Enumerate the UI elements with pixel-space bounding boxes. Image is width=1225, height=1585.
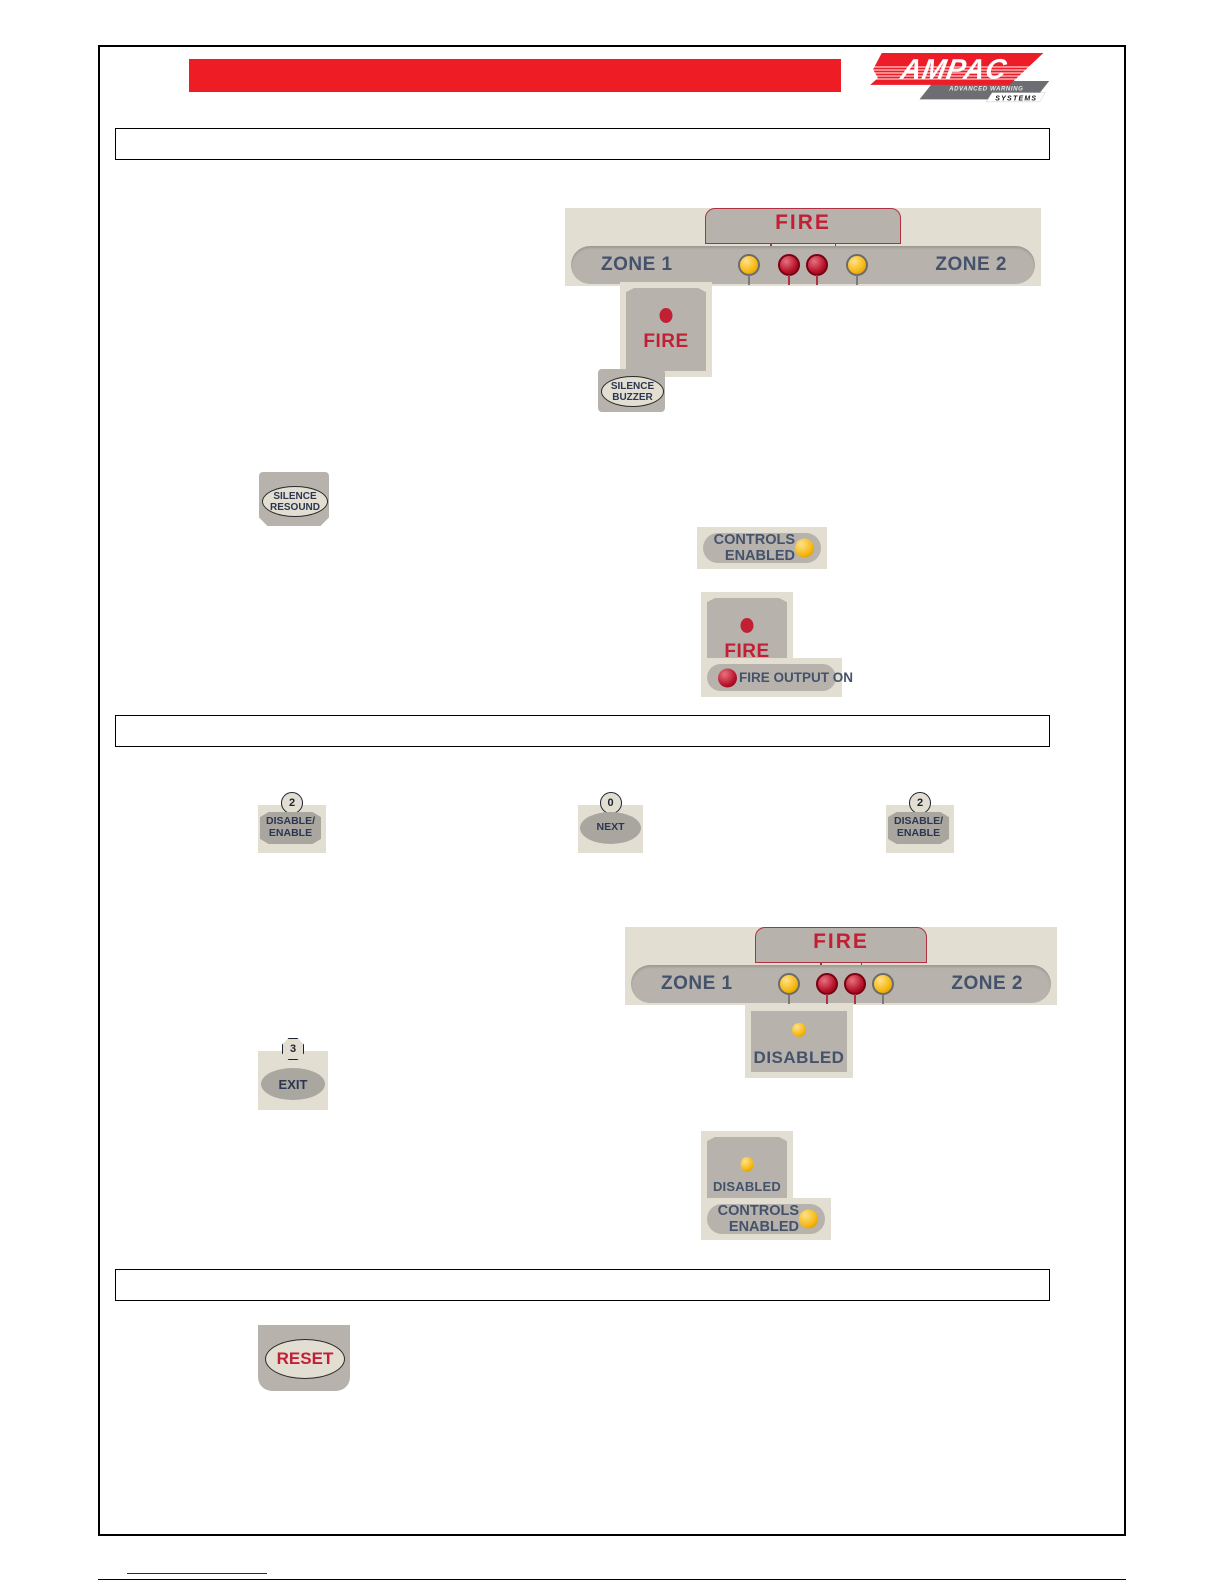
svg-text:ADVANCED WARNING: ADVANCED WARNING <box>948 86 1023 93</box>
svg-text:AMPAC: AMPAC <box>898 53 1010 85</box>
svg-text:SYSTEMS: SYSTEMS <box>995 96 1037 103</box>
